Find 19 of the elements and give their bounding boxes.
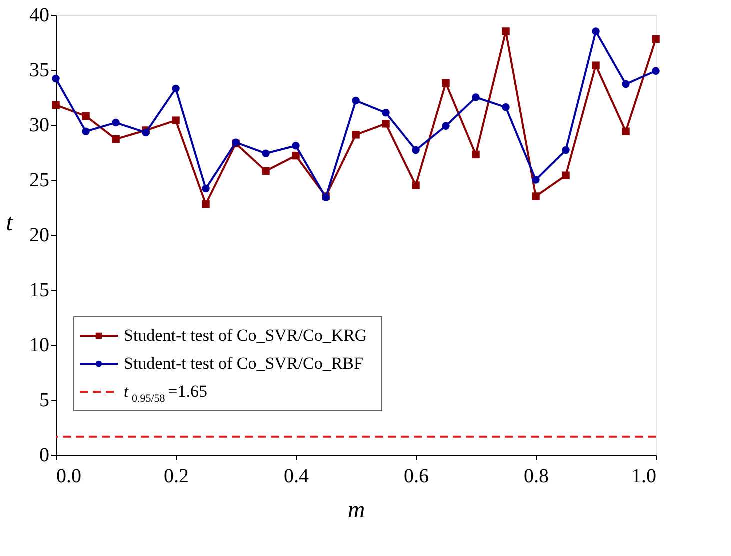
y-tick-label: 30: [30, 114, 50, 136]
y-tick-label: 5: [40, 390, 50, 412]
x-tick-label: 0.0: [56, 466, 82, 488]
y-tick-label: 20: [30, 224, 50, 246]
y-tick-label: 10: [30, 334, 50, 356]
y-tick-label: 15: [30, 280, 50, 302]
x-tick-label: 0.6: [404, 466, 429, 488]
y-tick-label: 35: [30, 60, 50, 82]
x-tick-label: 0.2: [164, 466, 189, 488]
x-axis-title: m: [348, 498, 366, 524]
y-tick-label: 0: [40, 444, 50, 466]
x-tick-label: 1.0: [632, 466, 656, 488]
y-tick-label: 40: [30, 4, 50, 26]
legend-label: Student-t test of Co_SVR/Co_KRG: [124, 326, 368, 345]
y-tick-label: 25: [30, 170, 50, 192]
y-axis-title: t: [6, 210, 14, 236]
x-tick-label: 0.4: [284, 466, 309, 488]
x-tick-label: 0.8: [524, 466, 549, 488]
legend-label: Student-t test of Co_SVR/Co_RBF: [124, 354, 364, 373]
